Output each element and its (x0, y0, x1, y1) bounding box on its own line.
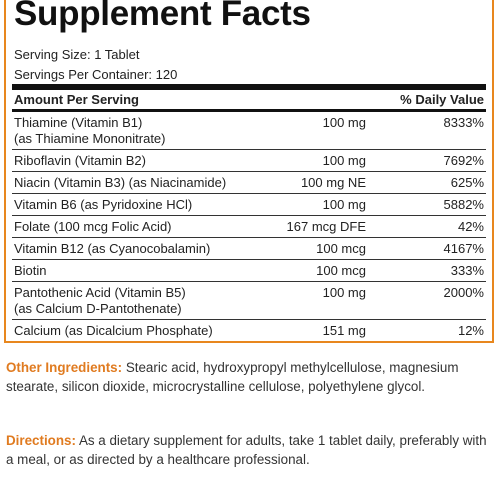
rule (12, 84, 486, 90)
nutrient-name: Biotin (14, 263, 47, 278)
directions: Directions: As a dietary supplement for … (6, 432, 492, 469)
daily-value: 625% (450, 175, 484, 190)
table-row: Thiamine (Vitamin B1) (as Thiamine Mononi… (12, 112, 486, 150)
amount: 100 mg NE (300, 175, 366, 190)
table-row: Niacin (Vitamin B3) (as Niacinamide) 100 … (12, 172, 486, 194)
daily-value: 42% (457, 219, 484, 234)
other-ingredients: Other Ingredients: Stearic acid, hydroxy… (6, 359, 492, 396)
table-row: Pantothenic Acid (Vitamin B5) (as Calcium… (12, 282, 486, 320)
facts-panel: Supplement Facts Serving Size: 1 Tablet … (4, 0, 494, 343)
table-body: Thiamine (Vitamin B1) (as Thiamine Mononi… (12, 112, 486, 341)
text: Stearic acid, hydroxypropyl methylcellul… (6, 360, 459, 394)
title: Supplement Facts (14, 0, 311, 33)
amount: 100 mcg (316, 241, 366, 256)
text: As a dietary supplement for adults, take… (6, 433, 487, 467)
serving-size: Serving Size: 1 Tablet (14, 47, 140, 62)
amount: 151 mg (322, 323, 366, 338)
amount: 100 mg (322, 153, 366, 168)
daily-value: 5882% (443, 197, 484, 212)
servings-per-container: Servings Per Container: 120 (14, 67, 178, 82)
nutrient-name: Calcium (as Dicalcium Phosphate) (14, 323, 213, 338)
table-row: Biotin 100 mcg 333% (12, 260, 486, 282)
table-row: Riboflavin (Vitamin B2) 100 mg 7692% (12, 150, 486, 172)
column-header: Amount Per Serving (14, 92, 139, 107)
table-header: Amount Per Serving % Daily Value (14, 90, 484, 109)
nutrient-name: Riboflavin (Vitamin B2) (14, 153, 146, 168)
label: Other Ingredients: (6, 360, 123, 375)
daily-value: 8333% (443, 115, 484, 130)
nutrient-name: (as Thiamine Mononitrate) (14, 131, 166, 146)
nutrient-name: Vitamin B6 (as Pyridoxine HCl) (14, 197, 193, 212)
daily-value: 333% (450, 263, 484, 278)
amount: 100 mg (322, 115, 366, 130)
nutrient-name: Vitamin B12 (as Cyanocobalamin) (14, 241, 211, 256)
nutrient-name: Folate (100 mcg Folic Acid) (14, 219, 172, 234)
rule (12, 109, 486, 112)
table-row: Vitamin B6 (as Pyridoxine HCl) 100 mg 5882… (12, 194, 486, 216)
daily-value: 7692% (443, 153, 484, 168)
table-row: Vitamin B12 (as Cyanocobalamin) 100 mcg 41… (12, 238, 486, 260)
daily-value: 12% (457, 323, 484, 338)
column-header: % Daily Value (400, 92, 484, 107)
label: Directions: (6, 433, 76, 448)
amount: 100 mcg (316, 263, 366, 278)
amount: 100 mg (322, 285, 366, 300)
nutrient-name: Niacin (Vitamin B3) (as Niacinamide) (14, 175, 227, 190)
nutrient-name: Thiamine (Vitamin B1) (14, 115, 143, 130)
nutrient-name: Pantothenic Acid (Vitamin B5) (14, 285, 186, 300)
daily-value: 4167% (443, 241, 484, 256)
table-row: Calcium (as Dicalcium Phosphate) 151 mg 12… (12, 320, 486, 341)
amount: 100 mg (322, 197, 366, 212)
amount: 167 mcg DFE (286, 219, 366, 234)
table-row: Folate (100 mcg Folic Acid) 167 mcg DFE 42… (12, 216, 486, 238)
nutrient-name: (as Calcium D-Pantothenate) (14, 301, 182, 316)
daily-value: 2000% (443, 285, 484, 300)
